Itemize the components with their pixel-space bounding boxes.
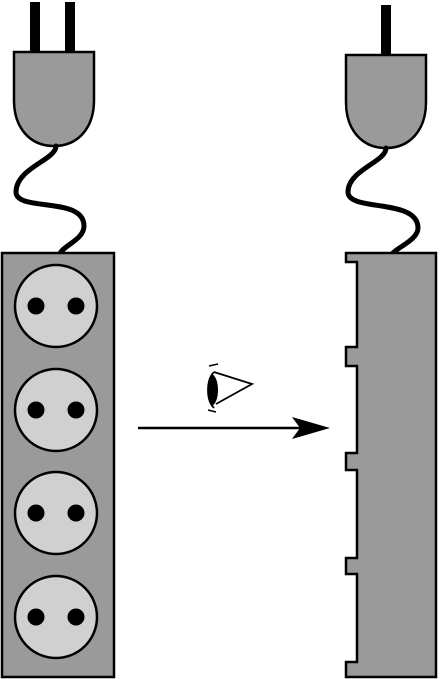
socket-3 — [13, 470, 99, 556]
view-direction-arrow — [138, 417, 330, 439]
power-strip-side-body — [344, 251, 438, 679]
socket-hole — [67, 608, 85, 626]
plug-body-side — [344, 53, 428, 150]
plug-body — [12, 50, 96, 148]
socket-face — [13, 367, 99, 453]
socket-hole — [67, 401, 85, 419]
socket-4 — [13, 574, 99, 660]
plug-prong-left — [30, 2, 40, 52]
side-view — [344, 5, 438, 679]
socket-hole — [67, 504, 85, 522]
socket-hole — [27, 297, 45, 315]
socket-face — [13, 263, 99, 349]
front-view — [0, 2, 116, 679]
socket-1 — [13, 263, 99, 349]
power-cord-side — [345, 145, 421, 257]
socket-2 — [13, 367, 99, 453]
eye-pupil — [208, 374, 218, 406]
socket-face — [13, 470, 99, 556]
arrow-head — [292, 417, 330, 439]
plug-prongs — [30, 2, 75, 52]
socket-hole — [27, 608, 45, 626]
plug-prong-side — [381, 5, 391, 55]
socket-hole — [27, 401, 45, 419]
socket-hole — [27, 504, 45, 522]
eye-icon — [207, 363, 255, 413]
socket-face — [13, 574, 99, 660]
plug-prong-right — [65, 2, 75, 52]
power-cord — [13, 143, 87, 257]
socket-hole — [67, 297, 85, 315]
